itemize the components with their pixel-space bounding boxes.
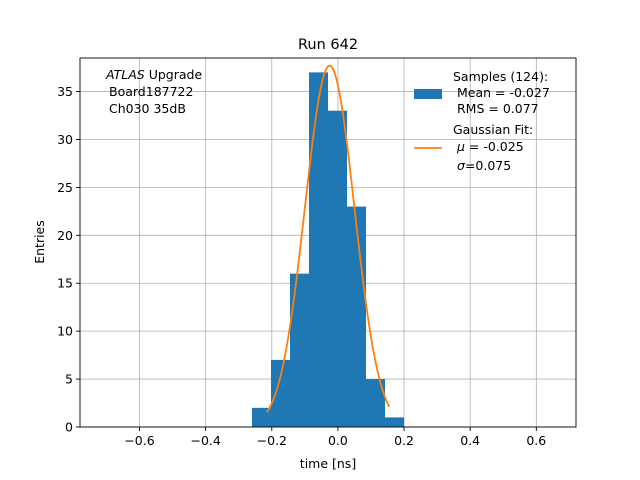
- x-tick-label: 0.2: [394, 433, 414, 448]
- x-axis-ticks: −0.6 −0.4 −0.2 0.0 0.2 0.4 0.6: [124, 427, 546, 448]
- legend-samples-title: Samples (124):: [453, 69, 548, 84]
- legend-mu-symbol: μ: [456, 139, 465, 154]
- legend-samples-mean: Mean = -0.027: [457, 85, 550, 100]
- histogram-bar: [366, 379, 386, 427]
- y-tick-label: 20: [57, 228, 73, 243]
- legend-samples-rms: RMS = 0.077: [457, 101, 539, 116]
- x-tick-label: −0.4: [190, 433, 220, 448]
- x-tick-label: 0.4: [460, 433, 480, 448]
- histogram-bar: [270, 359, 290, 427]
- x-tick-label: 0.6: [526, 433, 546, 448]
- y-tick-label: 10: [57, 324, 73, 339]
- y-axis-label: Entries: [32, 220, 47, 264]
- legend-mu-value: = -0.025: [465, 139, 524, 154]
- legend-sigma-value: =0.075: [465, 158, 511, 173]
- histogram-bar: [347, 206, 367, 427]
- legend-fit-sigma: σ=0.075: [457, 158, 511, 173]
- x-tick-label: −0.2: [257, 433, 287, 448]
- x-axis-label: time [ns]: [300, 456, 356, 471]
- legend: Samples (124): Mean = -0.027 RMS = 0.077…: [414, 69, 550, 173]
- histogram-bar: [328, 110, 348, 427]
- y-tick-label: 30: [57, 132, 73, 147]
- plot-frame: [79, 57, 577, 428]
- annotation-upgrade: Upgrade: [145, 67, 203, 82]
- fit-curve-group: [266, 64, 390, 413]
- atlas-annotation: ATLAS Upgrade Board187722 Ch030 35dB: [105, 67, 202, 116]
- y-tick-label: 35: [57, 84, 73, 99]
- legend-fit-mu: μ = -0.025: [456, 139, 524, 154]
- y-tick-label: 15: [57, 276, 73, 291]
- legend-fit-title: Gaussian Fit:: [453, 122, 533, 137]
- histogram-bars: [251, 72, 405, 428]
- histogram-bar: [251, 407, 271, 427]
- x-tick-label: 0.0: [328, 433, 348, 448]
- x-tick-label: −0.6: [124, 433, 154, 448]
- legend-samples-swatch: [414, 89, 442, 99]
- legend-sigma-symbol: σ: [457, 158, 466, 173]
- annotation-atlas: ATLAS: [105, 67, 145, 82]
- annotation-channel: Ch030 35dB: [109, 101, 186, 116]
- gaussian-fit-curve: [266, 64, 390, 413]
- histogram-bar: [385, 417, 405, 427]
- histogram-bar: [308, 72, 328, 428]
- y-tick-label: 0: [65, 420, 73, 435]
- histogram-bar: [289, 273, 309, 427]
- annotation-line-1: ATLAS Upgrade: [105, 67, 202, 82]
- y-tick-label: 25: [57, 180, 73, 195]
- chart-title: Run 642: [298, 37, 358, 53]
- y-tick-label: 5: [65, 372, 73, 387]
- annotation-board: Board187722: [109, 84, 193, 99]
- y-axis-ticks: 0 5 10 15 20 25 30 35: [57, 84, 80, 435]
